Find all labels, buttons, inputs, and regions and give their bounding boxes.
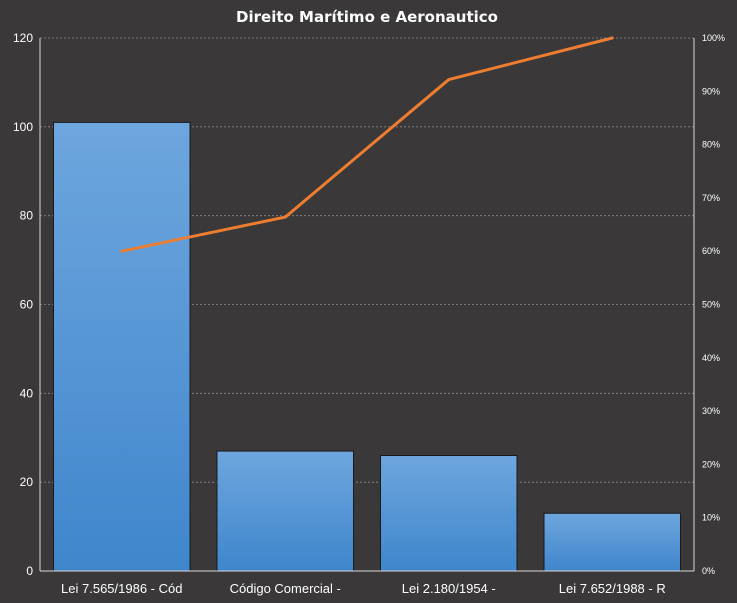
y2-tick-label: 60% [702, 246, 720, 256]
y-tick-label: 20 [20, 475, 34, 489]
y2-tick-label: 20% [702, 459, 720, 469]
cumulative-line [120, 36, 614, 253]
y-axis-ticks: 0 20 40 60 80 100 120 [13, 31, 33, 578]
y2-tick-label: 80% [702, 140, 720, 150]
bar [216, 450, 355, 572]
cumulative-line-series [120, 36, 614, 253]
x-tick-label: Lei 2.180/1954 - [402, 581, 496, 596]
x-tick-label: Lei 7.565/1986 - Cód [61, 581, 182, 596]
x-axis-ticks: Lei 7.565/1986 - Cód Código Comercial - Le… [61, 581, 666, 596]
y2-tick-label: 10% [702, 513, 720, 523]
y2-tick-label: 30% [702, 406, 720, 416]
y-tick-label: 40 [20, 386, 34, 400]
y-tick-label: 0 [26, 564, 33, 578]
y2-axis-ticks: 0% 10% 20% 30% 40% 50% 60% 70% 80% 90% 100% [702, 33, 725, 576]
y-tick-label: 120 [13, 31, 33, 45]
y-tick-label: 80 [20, 209, 34, 223]
y2-tick-label: 100% [702, 33, 725, 43]
y-tick-label: 60 [20, 298, 34, 312]
y2-tick-label: 70% [702, 193, 720, 203]
x-tick-label: Código Comercial - [230, 581, 341, 596]
y2-tick-label: 40% [702, 353, 720, 363]
bar [379, 455, 518, 572]
x-tick-label: Lei 7.652/1988 - R [559, 581, 666, 596]
chart-title: Direito Marítimo e Aeronautico [236, 8, 498, 26]
y2-tick-label: 0% [702, 566, 715, 576]
bar [543, 512, 682, 572]
y-tick-label: 100 [13, 120, 33, 134]
y2-tick-label: 90% [702, 86, 720, 96]
y2-tick-label: 50% [702, 300, 720, 310]
bar [52, 121, 191, 572]
bar-series [52, 121, 682, 572]
axes [39, 38, 695, 572]
